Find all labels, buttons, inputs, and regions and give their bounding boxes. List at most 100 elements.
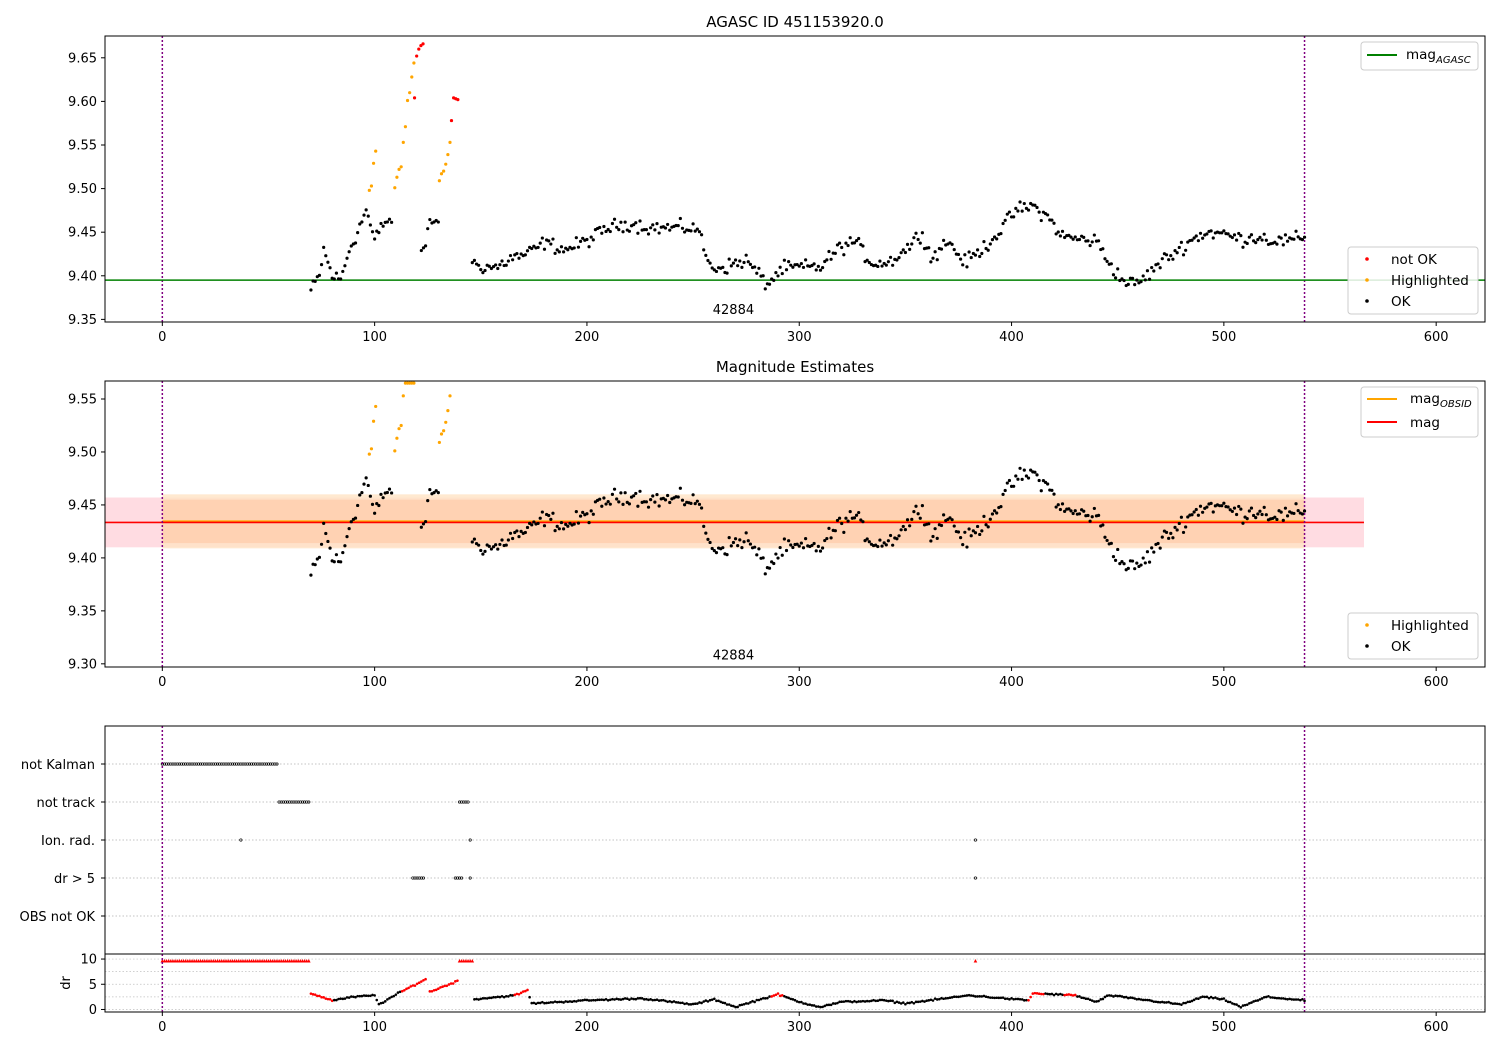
ok-point [1177,245,1181,250]
ok-point [347,527,351,531]
dr-point [974,995,977,998]
ok-point [553,529,557,533]
dr-point [706,1000,710,1003]
ok-point [375,502,379,506]
ok-point [1275,517,1279,522]
dr-point [708,998,712,1002]
ok-point [551,511,555,515]
dr-point [1254,999,1258,1003]
dr-point [449,982,453,985]
ok-point [668,228,672,232]
ok-point [1164,253,1169,257]
ok-point [738,538,742,542]
dr-point [846,999,850,1003]
dr-point [379,1001,383,1005]
ok-point [585,237,589,242]
dr-point [683,1002,686,1006]
ok-point [1181,253,1186,257]
ok-point [651,223,655,227]
dr-point [345,996,349,999]
legend-label-mag-agasc: magAGASC [1406,47,1471,66]
dr-point [337,997,340,1001]
ok-point [540,236,544,240]
dr-point [1046,992,1049,996]
highlighted-point [437,440,441,445]
dr-point [901,1001,905,1004]
ok-point [1116,547,1120,552]
dr-point [895,1000,899,1004]
ok-point [332,560,336,564]
flag-point [973,838,978,842]
dr-point [1169,1001,1173,1005]
ok-point [1016,477,1020,481]
ok-point [865,537,869,541]
ok-point [644,228,648,232]
ok-point [1296,508,1300,513]
dr-point [704,999,708,1002]
flag-point [275,762,279,766]
ok-point [426,227,430,231]
dr-point [755,998,759,1002]
dr-point [1152,1000,1156,1003]
dr-point [906,1001,909,1005]
highlighted-point [444,162,448,166]
dr-point [855,1000,858,1004]
panel-dr-y-label: dr [59,976,74,990]
dr-point [352,995,355,999]
ok-point [1201,510,1205,514]
y-tick-label: 9.50 [68,182,97,197]
dr-point [868,999,871,1003]
ok-point [1167,258,1171,262]
dr-point [908,1001,911,1005]
dr-point [528,995,531,999]
dr-point [1039,992,1043,996]
dr-point [309,992,313,995]
dr-point [916,1000,920,1004]
ok-point [884,543,888,547]
ok-point [1101,247,1105,251]
ok-point [935,536,939,540]
ok-point [572,246,576,250]
ok-point [390,491,394,495]
ok-point [313,279,317,283]
dr-point [483,996,487,1000]
dr-point [1279,997,1283,1000]
ok-point [755,271,759,275]
ok-point [1141,556,1145,560]
dr-point [1243,1003,1247,1007]
dr-point [989,996,992,999]
panel-magnitude-estimates-x-axis: 0 100 200 300 400 500 600 [158,667,1449,690]
ok-point [920,231,924,235]
panel-magnitude-estimates-obsid-label: 42884 [713,648,754,663]
dr-point [407,986,410,990]
ok-point [1249,233,1254,237]
ok-point [326,260,330,264]
ok-point [511,258,515,262]
ok-point [612,487,617,491]
ok-point [1058,234,1062,238]
ok-point [695,499,699,503]
ok-point [366,483,370,488]
ok-point [886,539,891,543]
dr-point [744,1002,748,1005]
dr-point [1190,999,1194,1003]
highlighted-point [448,140,452,144]
dr-point [1203,995,1207,999]
ok-point [1186,515,1190,519]
ok-point [1285,239,1290,243]
dr-point [566,1000,570,1004]
x-tick-label: 500 [1211,675,1236,690]
ok-point [600,504,604,508]
ok-point [494,263,498,267]
dr-point [1252,1000,1255,1003]
dr-point [859,1000,863,1003]
dr-point [428,990,432,993]
ok-point [984,523,988,527]
dr-point [504,994,508,998]
ok-point [789,263,793,267]
ok-point [1196,239,1200,243]
legend-label-highlighted: Highlighted [1391,273,1469,289]
dr-point [396,991,400,994]
ok-point [778,545,782,550]
highlighted-point [437,179,441,183]
